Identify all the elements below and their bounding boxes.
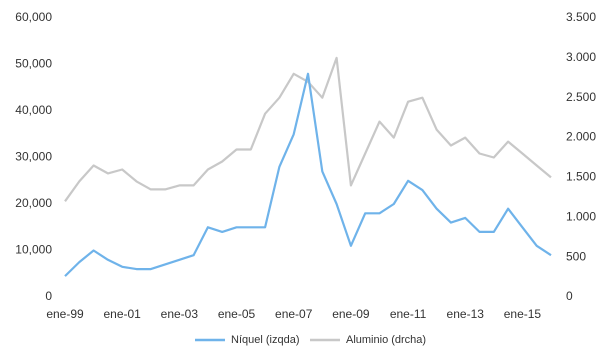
y-tick-label: 40,000 — [15, 103, 52, 117]
y-tick-label: 0 — [566, 289, 573, 303]
y-tick-label: 20,000 — [15, 196, 52, 210]
y-tick-label: 1.000 — [566, 209, 596, 223]
y-tick-label: 10,000 — [15, 243, 52, 257]
y-tick-label: 1.500 — [566, 170, 596, 184]
y-tick-label: 2.000 — [566, 130, 596, 144]
y-tick-label: 60,000 — [15, 10, 52, 24]
legend-label: Níquel (izqda) — [231, 334, 299, 346]
y-tick-label: 500 — [566, 249, 586, 263]
x-tick-label: ene-99 — [46, 307, 84, 321]
x-tick-label: ene-05 — [218, 307, 256, 321]
x-tick-label: ene-13 — [447, 307, 485, 321]
x-tick-label: ene-01 — [103, 307, 141, 321]
data-line — [64, 72, 552, 277]
x-tick-label: ene-11 — [390, 307, 427, 321]
x-tick-label: ene-03 — [161, 307, 199, 321]
legend-label: Aluminio (drcha) — [346, 334, 426, 346]
y-tick-label: 3.500 — [566, 10, 596, 24]
x-tick-label: ene-09 — [332, 307, 370, 321]
y-tick-label: 2.500 — [566, 90, 596, 104]
x-tick-label: ene-15 — [504, 307, 542, 321]
x-tick-label: ene-07 — [275, 307, 313, 321]
y-tick-label: 3.000 — [566, 50, 596, 64]
y-tick-label: 30,000 — [15, 150, 52, 164]
y-tick-label: 0 — [45, 289, 52, 303]
data-line — [64, 56, 552, 202]
y-tick-label: 50,000 — [15, 57, 52, 71]
